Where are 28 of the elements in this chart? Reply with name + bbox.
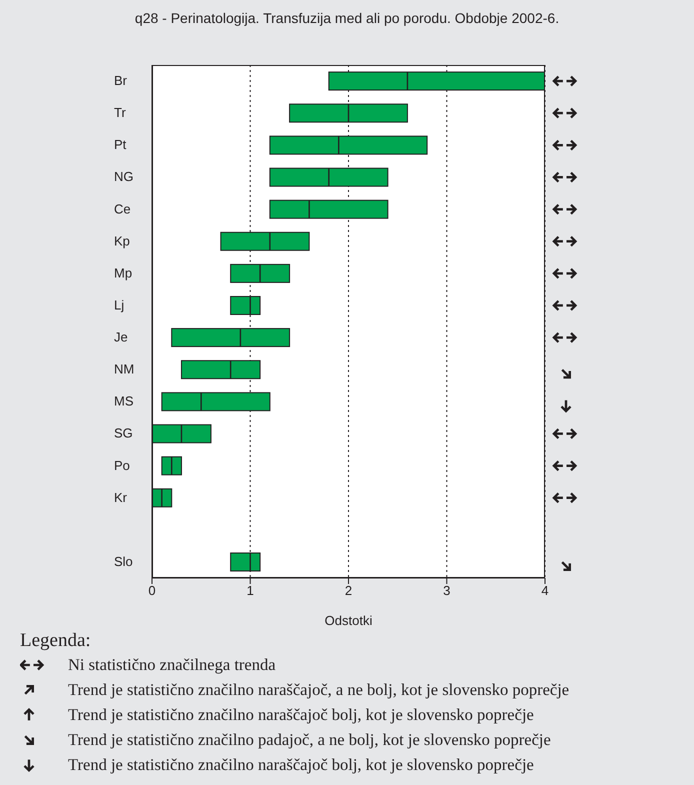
x-axis-title: Odstotki — [324, 613, 374, 628]
text: Trend je statistično značilno naraščajoč, a ne bolj, kot je slovensko poprečje — [68, 680, 570, 700]
text: Ni statistično značilnega trenda — [68, 654, 276, 674]
y-tick-label: Mp — [114, 265, 132, 280]
y-tick-label: Ce — [114, 201, 131, 216]
x-tick-label: 4 — [541, 583, 549, 598]
text: Trend je statistično značilno naraščajoč bolj, kot je slovensko poprečje — [68, 704, 534, 724]
y-tick-label: Br — [114, 73, 128, 88]
y-tick-label: NG — [114, 169, 134, 184]
y-tick-label: Kr — [114, 490, 128, 505]
x-tick-label: 1 — [246, 583, 254, 598]
text: Legenda: — [20, 630, 92, 652]
y-tick-label: Je — [114, 330, 128, 345]
y-tick-label: Tr — [114, 105, 126, 120]
y-tick-label: MS — [114, 394, 134, 409]
y-tick-label: NM — [114, 362, 134, 377]
y-tick-label: Pt — [114, 137, 127, 152]
x-tick-label: 3 — [443, 583, 450, 598]
y-tick-label: SG — [114, 426, 133, 441]
chart-title: q28 - Perinatologija. Transfuzija med ali po porodu. Obdobje 2002-6. — [134, 10, 560, 26]
y-tick-label: Slo — [114, 554, 133, 569]
y-tick-label: Lj — [114, 297, 124, 312]
y-tick-label: Po — [114, 458, 130, 473]
x-tick-label: 2 — [344, 583, 352, 598]
text: Trend je statistično značilno padajoč, a ne bolj, kot je slovensko poprečje — [68, 730, 551, 750]
text: Trend je statistično značilno naraščajoč bolj, kot je slovensko poprečje — [68, 754, 534, 774]
y-tick-label: Kp — [114, 233, 130, 248]
x-tick-label: 0 — [148, 583, 156, 598]
